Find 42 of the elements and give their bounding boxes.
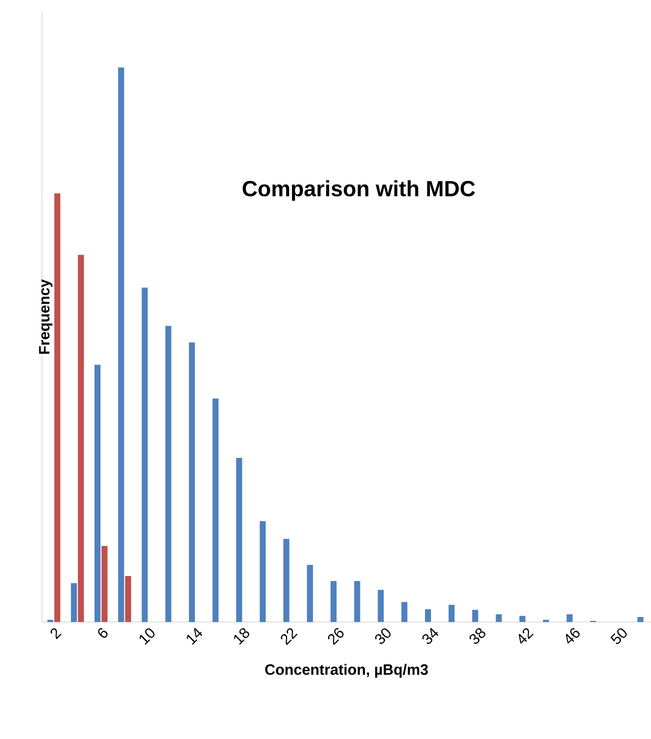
x-tick-label: 34	[422, 628, 438, 644]
x-axis-title: Concentration, µBq/m3	[265, 664, 428, 678]
bar	[354, 580, 360, 622]
bar	[188, 342, 195, 622]
x-tick-label: 2	[50, 628, 62, 640]
x-tick-label: 6	[98, 628, 108, 638]
bar	[472, 610, 478, 622]
bar	[102, 546, 108, 622]
bar	[54, 193, 60, 622]
bar	[118, 67, 124, 622]
bar	[401, 602, 408, 622]
y-axis-title: Frequency	[39, 279, 52, 354]
x-tick-label: 10	[140, 628, 155, 645]
bar	[94, 364, 101, 622]
x-tick-label: 42	[518, 628, 534, 644]
x-tick-label: 14	[186, 628, 202, 645]
x-tick-label: 38	[470, 628, 486, 644]
bar	[78, 254, 84, 622]
bar	[330, 580, 337, 622]
x-tick-label: 22	[280, 628, 298, 646]
bar	[496, 614, 502, 622]
bar	[424, 609, 431, 622]
x-tick-label: 50	[610, 628, 627, 644]
bar	[448, 604, 455, 622]
bar	[306, 564, 313, 622]
x-tick-label: 46	[566, 628, 580, 644]
bar	[283, 538, 290, 622]
bar	[260, 521, 266, 622]
bar	[142, 288, 148, 622]
bar	[125, 576, 132, 622]
bar	[70, 583, 77, 622]
x-tick-label: 26	[328, 628, 344, 646]
bar	[566, 614, 573, 622]
bar	[212, 398, 219, 622]
bar	[236, 458, 242, 622]
bar	[519, 616, 526, 622]
x-tick-label: 18	[234, 628, 250, 645]
bar	[378, 590, 384, 622]
text: Comparison with MDC	[242, 180, 475, 201]
x-tick-label: 30	[375, 628, 391, 644]
bar	[637, 617, 644, 622]
bar	[165, 326, 172, 622]
